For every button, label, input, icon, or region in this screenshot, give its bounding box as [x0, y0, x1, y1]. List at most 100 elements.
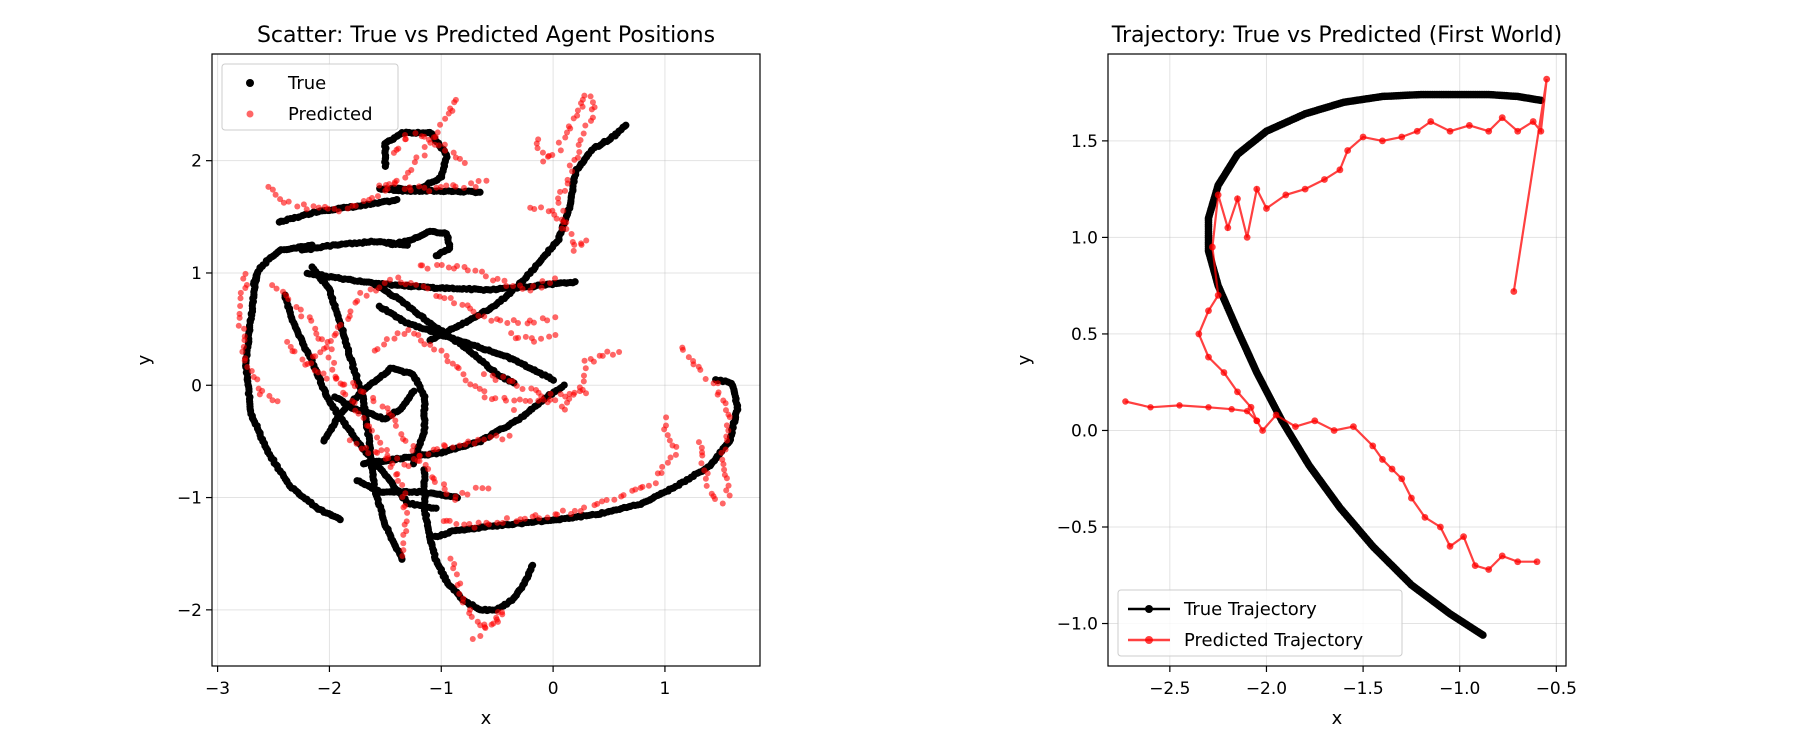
predicted-point [441, 481, 448, 488]
predicted-point [374, 449, 381, 456]
predicted-point [563, 226, 570, 233]
predicted-point [515, 334, 522, 341]
predicted-point [441, 141, 448, 148]
predicted-point [447, 294, 454, 301]
predicted-point [494, 519, 501, 526]
predicted-point [400, 504, 407, 511]
predicted-point [544, 317, 551, 324]
predicted-point [725, 427, 732, 434]
predicted-point [552, 275, 559, 282]
predicted-point [437, 121, 444, 128]
predicted-point [664, 459, 671, 466]
predicted-point [697, 366, 704, 373]
trajectory-data [1122, 75, 1551, 639]
legend-marker-true-trajectory [1145, 605, 1153, 613]
predicted-point [639, 483, 646, 490]
predicted-point [424, 265, 431, 272]
predicted-trajectory-point [1205, 353, 1212, 361]
predicted-point [378, 447, 385, 454]
true-point [476, 188, 484, 196]
predicted-point [580, 378, 587, 385]
scatter-axes-frame [211, 53, 761, 667]
predicted-point [419, 262, 426, 269]
predicted-point [456, 442, 463, 449]
predicted-point [438, 347, 445, 354]
predicted-point [658, 470, 665, 477]
predicted-point [399, 481, 406, 488]
trajectory-legend: True Trajectory Predicted Trajectory [1117, 589, 1403, 657]
predicted-point [297, 306, 304, 313]
y-tick-label: −0.5 [1057, 518, 1098, 538]
predicted-point [442, 443, 449, 450]
predicted-point [710, 380, 717, 387]
predicted-trajectory-point [1446, 542, 1454, 550]
true-point [250, 280, 258, 288]
predicted-point [416, 183, 423, 190]
predicted-point [441, 486, 448, 493]
predicted-point [438, 262, 445, 269]
predicted-trajectory-point [1253, 417, 1261, 425]
predicted-point [664, 432, 671, 439]
predicted-point [236, 314, 243, 321]
predicted-point [242, 270, 249, 277]
predicted-point [552, 314, 559, 321]
predicted-point [519, 285, 526, 292]
predicted-trajectory-point [1214, 191, 1222, 199]
predicted-point [308, 317, 315, 324]
predicted-point [557, 147, 564, 154]
predicted-trajectory-point [1471, 562, 1479, 570]
predicted-point [490, 620, 497, 627]
predicted-point [407, 187, 414, 194]
predicted-point [569, 168, 576, 175]
y-tick-label: 0.0 [1071, 421, 1098, 441]
predicted-point [563, 129, 570, 136]
predicted-point [559, 507, 566, 514]
predicted-point [663, 414, 670, 421]
predicted-point [358, 445, 365, 452]
predicted-point [391, 335, 398, 342]
predicted-point [320, 370, 327, 377]
predicted-trajectory [1122, 75, 1551, 573]
predicted-point [401, 185, 408, 192]
predicted-point [574, 107, 581, 114]
predicted-point [599, 498, 606, 505]
predicted-point [237, 295, 244, 302]
predicted-point [714, 380, 721, 387]
predicted-point [464, 267, 471, 274]
predicted-point [408, 166, 415, 173]
predicted-trajectory-point [1234, 388, 1241, 396]
predicted-point [726, 492, 733, 499]
predicted-point [698, 444, 705, 451]
predicted-point [325, 354, 332, 361]
predicted-point [469, 636, 476, 643]
predicted-point [447, 555, 454, 562]
predicted-point [346, 437, 353, 444]
predicted-point [475, 436, 482, 443]
predicted-point [699, 452, 706, 459]
predicted-point [461, 184, 468, 191]
trajectory-legend-box [1117, 589, 1403, 657]
predicted-point [719, 456, 726, 463]
y-tick-label: 0.5 [1071, 325, 1098, 345]
predicted-trajectory-point [1228, 406, 1235, 413]
predicted-point [367, 286, 374, 293]
predicted-point [402, 437, 409, 444]
predicted-point [427, 341, 434, 348]
predicted-point [554, 511, 561, 518]
predicted-point [432, 133, 439, 140]
predicted-point [442, 147, 449, 154]
predicted-point [472, 267, 479, 274]
y-tick-label: 1.5 [1071, 132, 1098, 152]
predicted-point [329, 366, 336, 373]
predicted-point [465, 438, 472, 445]
predicted-point [726, 414, 733, 421]
predicted-point [239, 348, 246, 355]
predicted-trajectory-point [1485, 566, 1493, 573]
trajectory-x-axis-label: x [1332, 708, 1343, 729]
predicted-trajectory-point [1408, 494, 1415, 502]
predicted-point [685, 354, 692, 361]
predicted-point [720, 461, 727, 468]
predicted-point [555, 195, 562, 202]
legend-label-predicted-trajectory: Predicted Trajectory [1184, 630, 1363, 651]
predicted-point [237, 302, 244, 309]
